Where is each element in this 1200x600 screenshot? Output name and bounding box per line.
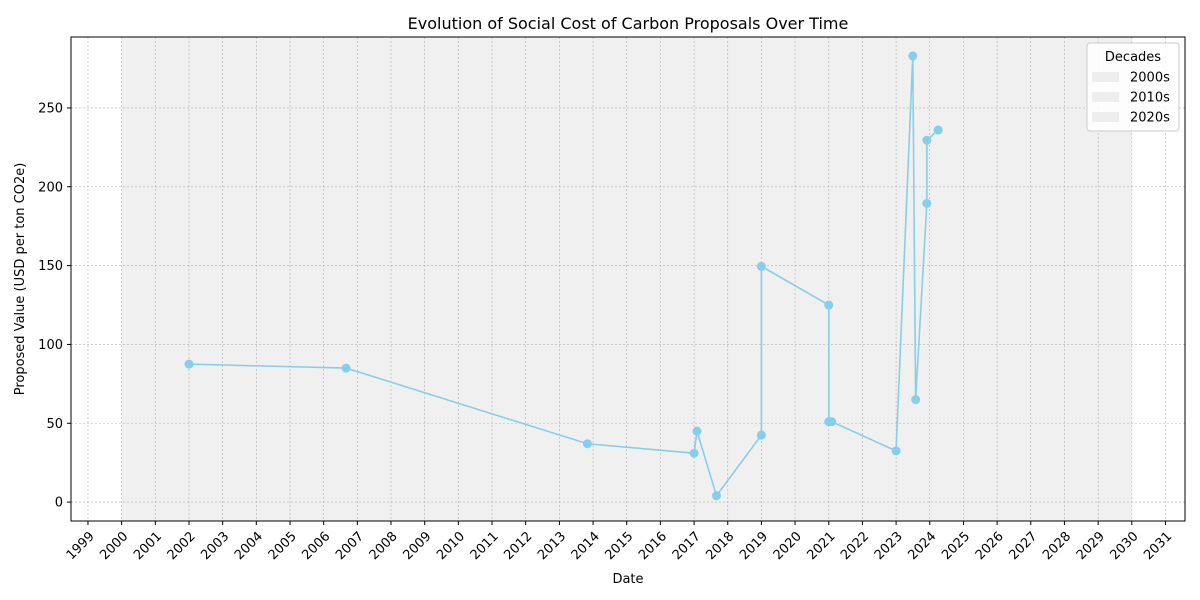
data-point [827,417,837,427]
legend-swatch [1092,72,1119,82]
data-point [933,125,943,135]
legend-entry-label: 2020s [1130,111,1170,126]
y-tick-label: 200 [38,180,63,195]
data-point [824,300,834,310]
data-point [908,51,918,61]
data-point [922,135,932,145]
data-point [582,439,592,449]
data-point [756,430,766,440]
y-tick-label: 50 [46,417,63,432]
data-point [692,426,702,436]
y-tick-label: 100 [38,338,63,353]
y-tick-label: 150 [38,259,63,274]
data-point [756,261,766,271]
legend-swatch [1092,92,1119,102]
data-point [891,446,901,456]
legend-entry-label: 2010s [1130,91,1170,106]
y-tick-label: 0 [55,496,63,511]
legend-swatch [1092,112,1119,122]
legend-box [1086,42,1180,132]
y-axis-label: Proposed Value (USD per ton CO2e) [13,163,28,396]
data-point [341,363,351,373]
y-tick-label: 250 [38,101,63,116]
data-point [689,448,699,458]
legend: Decades 2000s 2010s 2020s [1086,42,1180,132]
data-point [184,359,194,369]
legend-title: Decades [1105,50,1161,65]
x-axis-label: Date [612,572,643,587]
chart-title: Evolution of Social Cost of Carbon Propo… [408,14,849,33]
plot-frame [70,36,1186,522]
data-point [922,198,932,208]
legend-entry-label: 2000s [1130,71,1170,86]
data-point [712,491,722,501]
data-point [911,395,921,405]
